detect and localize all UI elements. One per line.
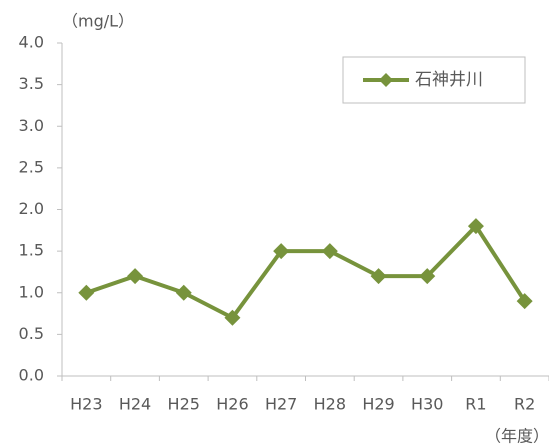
y-tick-label: 2.5 — [19, 157, 44, 176]
y-tick-label: 4.0 — [19, 33, 44, 52]
y-tick-label: 1.5 — [19, 241, 44, 260]
x-tick-label: R2 — [514, 395, 535, 414]
y-tick-label: 1.0 — [19, 282, 44, 301]
data-point — [321, 243, 338, 260]
x-tick-label: H23 — [70, 395, 102, 414]
data-point — [516, 293, 533, 310]
data-point — [273, 243, 290, 260]
data-point — [78, 284, 95, 301]
data-point — [419, 268, 436, 285]
legend-label: 石神井川 — [415, 70, 483, 90]
legend-marker — [379, 73, 393, 87]
y-tick-label: 0.0 — [19, 366, 44, 385]
x-tick-label: H26 — [216, 395, 248, 414]
y-tick-label: 0.5 — [19, 324, 44, 343]
x-tick-label: H24 — [119, 395, 151, 414]
x-tick-label: H30 — [411, 395, 443, 414]
data-point — [224, 309, 241, 326]
series-line — [85, 224, 527, 320]
data-point — [127, 268, 144, 285]
y-tick-label: 3.5 — [19, 74, 44, 93]
x-tick-label: H29 — [362, 395, 394, 414]
y-tick-label: 2.0 — [19, 199, 44, 218]
data-point — [370, 268, 387, 285]
data-point — [175, 284, 192, 301]
y-tick-label: 3.0 — [19, 116, 44, 135]
x-tick-label: H25 — [168, 395, 200, 414]
x-tick-label: H28 — [314, 395, 346, 414]
x-unit: （年度） — [485, 427, 549, 446]
x-tick-label: H27 — [265, 395, 297, 414]
y-unit: （mg/L） — [62, 12, 134, 31]
data-point — [467, 218, 484, 235]
x-tick-label: R1 — [465, 395, 486, 414]
